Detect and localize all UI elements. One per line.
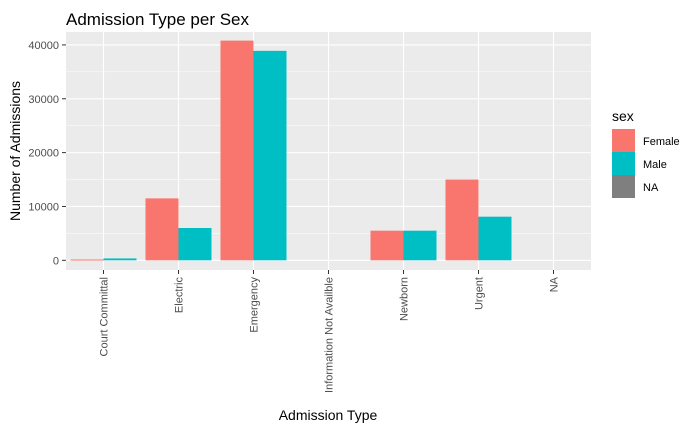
legend-key-na [612,175,635,198]
y-tick-label: 10000 [28,201,59,213]
y-axis-ticks: 0 10000 20000 30000 40000 [28,40,66,267]
x-tick-label: Information Not Availble [324,277,336,393]
legend-key-female [612,129,635,152]
bar-female-1 [145,198,179,261]
y-tick-label: 20000 [28,148,59,160]
x-tick-label: Electric [174,277,186,314]
bars [70,40,512,261]
x-axis-label: Admission Type [279,407,378,423]
bar-male-1 [178,228,212,261]
legend-key-male [612,152,635,175]
legend-label: Male [643,159,667,171]
y-axis-label: Number of Admissions [7,81,23,221]
bar-female-5 [445,179,479,261]
bar-male-4 [403,230,437,261]
legend: sex Female Male NA [612,108,680,198]
bar-female-0 [70,259,104,261]
legend-title: sex [612,108,634,124]
bar-male-2 [253,50,287,261]
y-tick-label: 0 [53,255,59,267]
x-tick-label: NA [549,276,561,292]
x-tick-label: Court Committal [99,277,111,356]
y-tick-label: 30000 [28,94,59,106]
y-tick-label: 40000 [28,40,59,52]
bar-male-0 [103,258,137,261]
x-tick-label: Newborn [399,277,411,321]
bar-male-5 [478,216,512,261]
bar-female-4 [370,230,404,261]
x-axis-ticks: Court Committal Electric Emergency Informat… [99,270,561,393]
bar-female-2 [220,40,254,261]
chart-title: Admission Type per Sex [66,10,249,29]
x-tick-label: Urgent [474,277,486,310]
legend-label: NA [643,182,659,194]
legend-label: Female [643,136,680,148]
x-tick-label: Emergency [249,277,261,333]
